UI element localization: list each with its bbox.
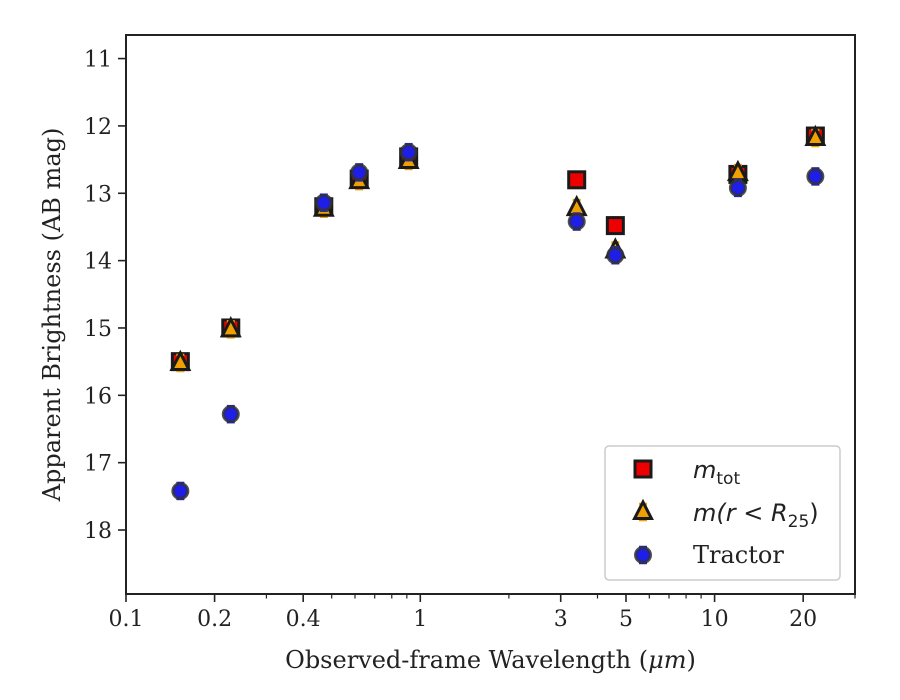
- data-point-tractor: [171, 481, 190, 501]
- data-point-m-r25: [219, 316, 242, 339]
- y-tick-label: 11: [84, 48, 112, 73]
- x-tick-label: 5: [619, 607, 633, 632]
- marker-triangle: [169, 349, 192, 371]
- plot-frame: [125, 34, 856, 595]
- data-point-tractor: [728, 178, 747, 198]
- y-axis-label: Apparent Brightness (AB mag): [38, 128, 66, 503]
- marker-circle: [567, 212, 586, 231]
- marker-circle: [399, 143, 418, 162]
- x-tick-label: 0.4: [286, 607, 321, 632]
- marker-square: [567, 170, 587, 190]
- series-tractor: [171, 142, 825, 501]
- y-tick-label: 14: [84, 250, 112, 275]
- x-tick-label: 10: [701, 607, 729, 632]
- data-point-tractor: [806, 167, 825, 186]
- y-tick-label: 16: [84, 384, 112, 409]
- x-tick-label: 0.1: [109, 607, 144, 632]
- marker-triangle: [219, 316, 242, 338]
- legend-swatch-tractor: [634, 545, 652, 565]
- data-point-m-tot: [605, 216, 625, 236]
- marker-circle: [728, 178, 747, 197]
- marker-square: [605, 216, 625, 236]
- data-point-m-tot: [567, 170, 587, 190]
- marker-circle: [606, 246, 625, 265]
- data-point-tractor: [221, 404, 240, 424]
- x-tick-label: 20: [789, 607, 817, 632]
- legend-frame: [604, 445, 841, 581]
- marker-circle: [350, 163, 369, 182]
- y-tick-label: 13: [84, 182, 112, 207]
- y-tick-label: 12: [84, 115, 112, 140]
- data-point-tractor: [399, 142, 418, 162]
- legend-swatch-m-r25: [632, 498, 654, 522]
- legend-label-tractor: Tractor: [693, 541, 784, 569]
- marker-triangle: [804, 124, 827, 147]
- marker-square: [633, 459, 653, 479]
- data-point-tractor: [567, 212, 586, 231]
- x-axis-label: Observed-frame Wavelength (μm): [285, 646, 696, 674]
- legend: mtot m(r < R25) Tractor: [604, 445, 841, 581]
- legend-label-m-tot: mtot: [693, 456, 740, 489]
- x-tick-label: 1: [413, 607, 427, 632]
- legend-label-m-r25: m(r < R25): [693, 499, 819, 532]
- marker-circle: [634, 546, 652, 564]
- y-tick-label: 15: [84, 317, 112, 342]
- y-tick-label: 18: [84, 519, 112, 544]
- data-point-tractor: [350, 163, 369, 182]
- marker-circle: [806, 167, 825, 186]
- y-tick-label: 17: [84, 452, 112, 477]
- marker-circle: [221, 405, 240, 424]
- data-point-m-r25: [169, 349, 192, 373]
- x-tick-label: 3: [554, 607, 568, 632]
- marker-circle: [314, 193, 333, 212]
- data-point-m-r25: [804, 124, 827, 148]
- marker-triangle: [632, 498, 654, 520]
- x-tick-label: 0.2: [197, 607, 232, 632]
- data-point-tractor: [606, 245, 625, 265]
- legend-swatch-m-tot: [633, 459, 653, 479]
- data-point-tractor: [314, 193, 333, 212]
- marker-circle: [171, 481, 190, 500]
- data-markers: [169, 124, 827, 501]
